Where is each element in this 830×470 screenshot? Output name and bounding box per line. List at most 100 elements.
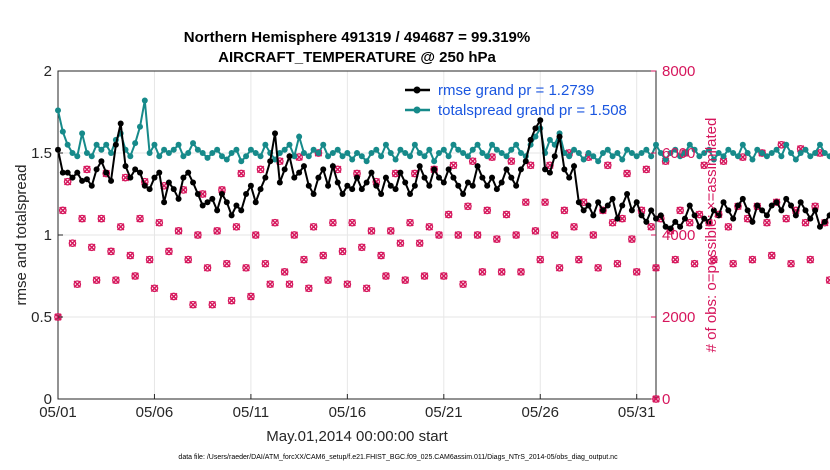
totalspread-point	[749, 156, 756, 163]
obs-possible-point	[92, 276, 101, 284]
obs-possible-point	[497, 268, 506, 276]
totalspread-point	[247, 146, 254, 153]
rmse-point	[628, 207, 635, 214]
totalspread-point	[445, 153, 452, 160]
rmse-point	[204, 199, 211, 206]
obs-assimilated-point	[150, 284, 159, 293]
obs-possible-point	[155, 218, 164, 227]
totalspread-point	[489, 141, 496, 148]
totalspread-point	[223, 156, 230, 163]
obs-possible-point	[570, 222, 578, 231]
rmse-point	[122, 163, 129, 170]
totalspread-point	[691, 146, 698, 153]
totalspread-point	[575, 150, 582, 156]
obs-possible-point	[493, 235, 501, 243]
obs-possible-point	[324, 276, 332, 284]
obs-assimilated-point	[763, 218, 771, 227]
totalspread-point	[59, 128, 66, 135]
totalspread-point	[151, 141, 158, 148]
obs-assimilated-point	[261, 259, 270, 268]
obs-possible-point	[107, 247, 115, 256]
rmse-point	[498, 179, 505, 186]
totalspread-point	[88, 153, 95, 160]
y2-tick-label-3: 6000	[662, 145, 695, 162]
totalspread-point	[469, 146, 476, 153]
obs-possible-point	[174, 227, 183, 235]
obs-assimilated-point	[280, 268, 289, 276]
rmse-point	[619, 202, 626, 209]
rmse-point	[595, 199, 602, 206]
legend-marker-spread	[413, 106, 421, 114]
rmse-point	[223, 199, 230, 206]
obs-possible-point	[232, 222, 241, 231]
rmse-point	[667, 225, 674, 232]
obs-possible-point	[685, 218, 694, 227]
rmse-point	[411, 182, 418, 189]
rmse-point	[734, 202, 741, 209]
obs-series	[54, 140, 830, 403]
obs-possible-point	[599, 206, 607, 215]
obs-possible-point	[439, 272, 448, 280]
rmse-point	[788, 202, 795, 209]
obs-possible-point	[194, 231, 202, 239]
obs-possible-point	[78, 214, 86, 223]
obs-possible-point	[367, 227, 376, 235]
obs-assimilated-point	[324, 276, 332, 284]
rmse-point	[146, 186, 153, 193]
rmse-series	[55, 117, 830, 232]
rmse-point	[532, 125, 539, 132]
obs-assimilated-point	[112, 276, 120, 284]
chart-title: Northern Hemisphere 491319 / 494687 = 99…	[184, 29, 530, 46]
totalspread-point	[479, 150, 486, 156]
rmse-point	[792, 212, 799, 219]
totalspread-point	[74, 153, 81, 160]
obs-possible-point	[338, 247, 347, 256]
obs-assimilated-point	[425, 223, 434, 231]
totalspread-point	[667, 150, 674, 156]
totalspread-point	[638, 150, 645, 156]
obs-assimilated-point	[189, 300, 197, 309]
rmse-point	[706, 218, 713, 225]
rmse-point	[103, 169, 110, 176]
totalspread-point	[199, 150, 206, 156]
rmse-point	[783, 195, 790, 202]
obs-assimilated-point	[396, 239, 405, 247]
obs-possible-point	[73, 280, 82, 289]
totalspread-point	[103, 141, 110, 148]
obs-possible-point	[521, 198, 530, 207]
totalspread-point	[397, 146, 404, 153]
y2-tick-label-4: 8000	[662, 63, 695, 80]
obs-possible-point	[536, 255, 545, 264]
totalspread-point	[233, 146, 240, 153]
obs-assimilated-point	[700, 161, 708, 170]
obs-assimilated-point	[319, 251, 327, 260]
obs-assimilated-point	[203, 264, 212, 272]
obs-assimilated-point	[116, 223, 125, 231]
totalspread-point	[686, 141, 693, 148]
rmse-point	[609, 195, 616, 202]
obs-possible-point	[189, 300, 197, 309]
totalspread-point	[165, 150, 172, 156]
totalspread-point	[783, 141, 790, 148]
rmse-point	[272, 130, 279, 137]
totalspread-point	[503, 153, 510, 160]
obs-possible-point	[247, 292, 255, 301]
totalspread-point	[532, 133, 539, 140]
rmse-point	[638, 212, 645, 219]
totalspread-point	[599, 150, 606, 156]
obs-possible-point	[136, 214, 144, 223]
totalspread-point	[744, 150, 751, 156]
obs-possible-point	[357, 243, 366, 252]
obs-assimilated-point	[531, 227, 540, 235]
obs-possible-point	[145, 255, 154, 264]
obs-assimilated-point	[671, 255, 680, 264]
totalspread-point	[821, 150, 828, 156]
rmse-point	[325, 182, 332, 189]
rmse-point	[55, 146, 61, 153]
totalspread-point	[604, 146, 611, 153]
totalspread-point	[296, 133, 303, 140]
totalspread-point	[662, 156, 669, 163]
totalspread-point	[653, 141, 659, 148]
totalspread-point	[209, 150, 216, 156]
rmse-point	[382, 174, 389, 181]
